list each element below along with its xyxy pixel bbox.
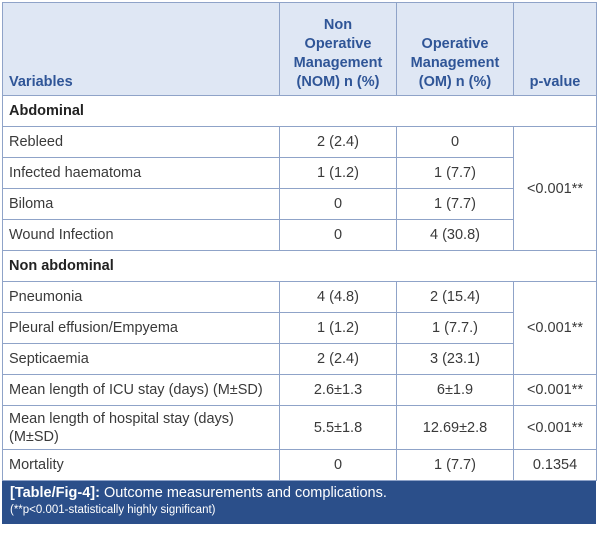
nom-cell: 1 (1.2)	[279, 312, 397, 344]
table-row: Mean length of ICU stay (days) (M±SD) 2.…	[2, 374, 597, 406]
section-row-non-abdominal: Non abdominal	[2, 250, 597, 282]
row-label: Pneumonia	[2, 281, 280, 313]
om-cell: 1 (7.7)	[396, 188, 514, 220]
row-label: Biloma	[2, 188, 280, 220]
table-row: Septicaemia 2 (2.4) 3 (23.1)	[2, 343, 597, 375]
outcome-table: Variables Non Operative Management (NOM)…	[2, 2, 597, 481]
row-label-line: Mean length of hospital stay (days)	[9, 410, 234, 427]
om-cell: 3 (23.1)	[396, 343, 514, 375]
row-label: Rebleed	[2, 126, 280, 158]
header-nom-line: Non	[323, 17, 353, 33]
header-om-line: Management	[410, 55, 500, 71]
table-row: Biloma 0 1 (7.7)	[2, 188, 597, 220]
header-variables: Variables	[2, 2, 280, 96]
om-cell: 0	[396, 126, 514, 158]
om-cell: 6±1.9	[396, 374, 514, 406]
nom-cell: 2 (2.4)	[279, 126, 397, 158]
row-label: Infected haematoma	[2, 157, 280, 189]
nom-cell: 4 (4.8)	[279, 281, 397, 313]
section-label: Abdominal	[2, 95, 597, 127]
om-cell: 1 (7.7)	[396, 157, 514, 189]
table-row: Pleural effusion/Empyema 1 (1.2) 1 (7.7.…	[2, 312, 597, 344]
caption-note: (**p<0.001-statistically highly signific…	[10, 504, 216, 516]
row-label: Mean length of hospital stay (days) (M±S…	[2, 405, 280, 450]
header-row: Variables Non Operative Management (NOM)…	[2, 2, 597, 96]
row-label: Pleural effusion/Empyema	[2, 312, 280, 344]
om-cell: 4 (30.8)	[396, 219, 514, 251]
table-row: Pneumonia 4 (4.8) 2 (15.4) <0.001**	[2, 281, 597, 375]
om-cell: 12.69±2.8	[396, 405, 514, 450]
row-label: Septicaemia	[2, 343, 280, 375]
table-row: Mean length of hospital stay (days) (M±S…	[2, 405, 597, 450]
row-label: Mean length of ICU stay (days) (M±SD)	[2, 374, 280, 406]
header-om: Operative Management (OM) n (%)	[396, 2, 514, 96]
pvalue-cell: 0.1354	[513, 449, 597, 481]
table-row: Infected haematoma 1 (1.2) 1 (7.7)	[2, 157, 597, 189]
nom-cell: 0	[279, 449, 397, 481]
nom-cell: 2 (2.4)	[279, 343, 397, 375]
table-row: Wound Infection 0 4 (30.8)	[2, 219, 597, 251]
caption-main: [Table/Fig-4]: Outcome measurements and …	[10, 484, 588, 503]
header-nom-line: Management	[293, 55, 383, 71]
header-om-line: Operative	[421, 36, 489, 52]
om-cell: 1 (7.7.)	[396, 312, 514, 344]
header-pvalue: p-value	[513, 2, 597, 96]
row-label-line: (M±SD)	[9, 428, 59, 445]
caption-tag: [Table/Fig-4]:	[10, 485, 100, 501]
pvalue-cell: <0.001**	[513, 281, 597, 375]
table-row: Rebleed 2 (2.4) 0 <0.001**	[2, 126, 597, 251]
section-label: Non abdominal	[2, 250, 597, 282]
nom-cell: 1 (1.2)	[279, 157, 397, 189]
header-nom-line: Operative	[304, 36, 372, 52]
nom-cell: 5.5±1.8	[279, 405, 397, 450]
section-row-abdominal: Abdominal	[2, 95, 597, 127]
pvalue-cell: <0.001**	[513, 126, 597, 251]
nom-cell: 2.6±1.3	[279, 374, 397, 406]
figure-caption: [Table/Fig-4]: Outcome measurements and …	[2, 481, 596, 524]
header-om-line: (OM) n (%)	[418, 74, 492, 90]
om-cell: 1 (7.7)	[396, 449, 514, 481]
om-cell: 2 (15.4)	[396, 281, 514, 313]
nom-cell: 0	[279, 188, 397, 220]
table-figure: Variables Non Operative Management (NOM)…	[2, 2, 597, 524]
header-nom: Non Operative Management (NOM) n (%)	[279, 2, 397, 96]
pvalue-cell: <0.001**	[513, 405, 597, 450]
caption-title: Outcome measurements and complications.	[99, 485, 387, 501]
nom-cell: 0	[279, 219, 397, 251]
row-label: Wound Infection	[2, 219, 280, 251]
row-label: Mortality	[2, 449, 280, 481]
table-row: Mortality 0 1 (7.7) 0.1354	[2, 449, 597, 481]
pvalue-cell: <0.001**	[513, 374, 597, 406]
header-nom-line: (NOM) n (%)	[296, 74, 380, 90]
